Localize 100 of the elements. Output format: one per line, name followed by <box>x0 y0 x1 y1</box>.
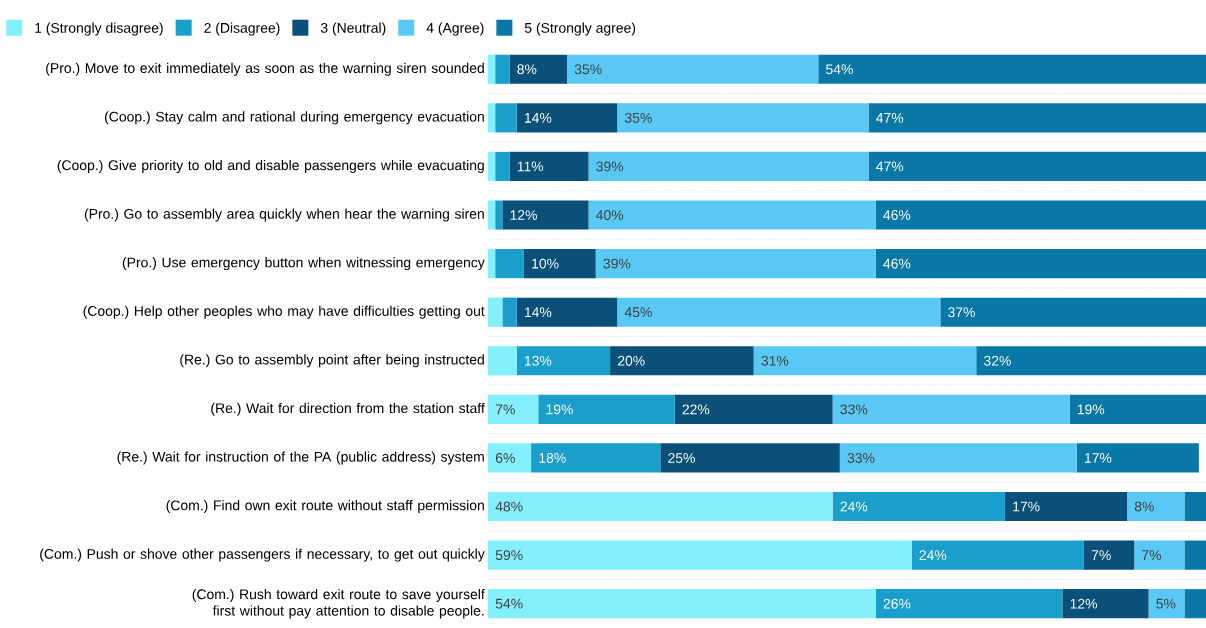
data-label: 47% <box>876 161 904 172</box>
data-label: 6% <box>495 452 515 463</box>
y-tick-label: (Pro.) Use emergency button when witnessing emergency <box>122 257 485 271</box>
data-label: 19% <box>546 404 573 415</box>
y-tick-label: (Re.) Wait for instruction of the PA (public address) system <box>117 451 484 465</box>
bar <box>832 394 1070 424</box>
legend-label: 4 (Agree) <box>426 22 484 36</box>
bar <box>832 491 1005 522</box>
bar <box>753 346 977 376</box>
data-label: 7% <box>495 404 515 415</box>
bar <box>488 589 876 619</box>
bar <box>516 346 611 376</box>
bar <box>502 200 589 230</box>
y-tick-label: (Com.) Find own exit route without staff permission <box>166 500 484 514</box>
bar <box>516 103 618 133</box>
data-label: 33% <box>840 404 868 415</box>
data-label: 20% <box>617 355 645 366</box>
bar <box>1004 491 1128 522</box>
legend-label: 1 (Strongly disagree) <box>35 22 163 36</box>
bar <box>566 54 819 84</box>
data-label: 5% <box>1156 598 1176 609</box>
bar <box>1069 394 1206 424</box>
data-label: 59% <box>495 550 523 561</box>
bar <box>1134 540 1185 570</box>
bar <box>1076 443 1199 473</box>
bar <box>610 346 754 376</box>
y-tick-label: (Com.) Rush toward exit route to save yourself first without pay attention to disable people. <box>192 588 485 619</box>
bar <box>495 54 510 84</box>
bar <box>488 394 539 424</box>
data-label: 48% <box>495 501 523 512</box>
bar <box>875 589 1063 619</box>
bar <box>595 249 876 279</box>
data-label: 54% <box>826 64 853 75</box>
y-tick-label: (Coop.) Give priority to old and disable passengers while evacuating <box>57 159 484 173</box>
bar <box>538 394 675 424</box>
data-label: 13% <box>524 355 552 366</box>
data-label: 46% <box>883 258 911 269</box>
y-tick-label: (Com.) Push or shove other passengers if necessary, to get out quickly <box>40 548 485 562</box>
bar <box>1184 491 1206 522</box>
bar <box>875 249 1206 279</box>
legend-label: 2 (Disagree) <box>204 22 280 36</box>
bar <box>488 443 532 473</box>
bar <box>509 54 567 84</box>
y-tick-label: (Pro.) Go to assembly area quickly when hear the warning siren <box>84 208 484 222</box>
y-tick-label: (Coop.) Help other peoples who may have difficulties getting out <box>83 305 485 319</box>
bar <box>488 54 496 84</box>
data-label: 39% <box>603 258 631 269</box>
data-label: 45% <box>624 307 652 318</box>
y-tick-label: (Coop.) Stay calm and rational during emergency evacuation <box>105 111 484 125</box>
bar <box>488 540 912 570</box>
bar <box>488 103 496 133</box>
data-label: 8% <box>517 64 537 75</box>
data-label: 17% <box>1013 501 1040 512</box>
data-label: 37% <box>948 307 975 318</box>
bar <box>488 297 503 327</box>
data-label: 19% <box>1077 404 1105 415</box>
bar <box>502 297 517 327</box>
data-label: 26% <box>883 598 911 609</box>
bar <box>531 443 661 473</box>
bar <box>1184 589 1206 619</box>
data-label: 32% <box>983 355 1011 366</box>
bar <box>588 151 869 182</box>
bar <box>488 249 496 279</box>
bar <box>839 443 1077 473</box>
bar <box>495 249 524 279</box>
data-label: 11% <box>517 161 544 172</box>
data-label: 39% <box>596 161 624 172</box>
data-label: 25% <box>668 452 695 463</box>
legend-label: 5 (Strongly agree) <box>524 22 636 36</box>
bar <box>940 297 1206 327</box>
bar <box>516 297 618 327</box>
y-tick-label: (Re.) Wait for direction from the station staff <box>211 402 485 416</box>
data-label: 12% <box>1070 598 1098 609</box>
bar <box>488 491 833 522</box>
data-label: 47% <box>876 112 904 123</box>
data-label: 31% <box>761 355 789 366</box>
data-label: 12% <box>510 210 537 220</box>
data-label: 14% <box>524 307 552 318</box>
bar <box>495 151 510 182</box>
bar <box>488 151 496 182</box>
data-label: 10% <box>532 258 559 269</box>
bar <box>911 540 1084 570</box>
bar <box>1083 540 1135 570</box>
data-label: 33% <box>847 452 875 463</box>
bar <box>868 151 1206 182</box>
data-label: 14% <box>524 112 552 123</box>
bar <box>818 54 1206 84</box>
data-label: 35% <box>624 112 652 123</box>
data-label: 54% <box>495 598 523 609</box>
data-label: 46% <box>883 210 911 220</box>
y-tick-label: (Re.) Go to assembly point after being instructed <box>180 354 484 368</box>
bar <box>588 200 876 230</box>
bar <box>495 200 503 230</box>
bar <box>660 443 840 473</box>
bar <box>1184 540 1206 570</box>
bar <box>523 249 596 279</box>
data-label: 7% <box>1142 550 1162 560</box>
data-label: 8% <box>1134 501 1154 512</box>
legend-label: 3 (Neutral) <box>320 22 386 36</box>
bar <box>509 151 589 182</box>
